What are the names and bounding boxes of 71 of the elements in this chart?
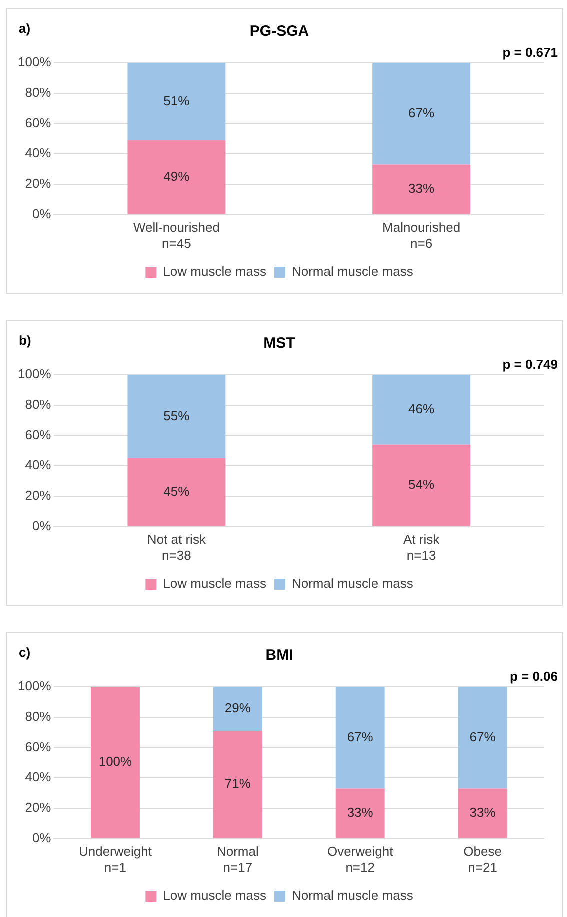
x-tick-label: At risk n=13	[404, 532, 440, 563]
data-label: 67%	[347, 729, 374, 744]
y-tick-label: 60%	[25, 115, 52, 130]
data-label: 54%	[408, 477, 436, 492]
bar	[372, 375, 471, 445]
data-label: 29%	[224, 700, 252, 716]
text: c)	[19, 645, 31, 660]
x-tick-label: Malnourished n=6	[382, 220, 461, 251]
data-label: 33%	[470, 805, 496, 820]
data-label: 71%	[224, 776, 252, 792]
legend-label: Low muscle mass	[163, 576, 267, 592]
bar	[372, 164, 471, 214]
bar	[128, 458, 226, 526]
x-tick-label: Obese n=21	[464, 844, 502, 875]
y-tick-label: 80%	[25, 708, 52, 724]
y-tick-label: 20%	[25, 800, 52, 816]
chart-title: PG-SGA	[250, 23, 310, 40]
text: p = 0.671	[502, 45, 558, 60]
y-tick-label: 60%	[25, 739, 52, 754]
legend-label: Normal muscle mass	[292, 888, 414, 904]
data-label: 67%	[470, 729, 496, 744]
x-tick-label: Not at risk n=38	[147, 532, 206, 563]
bar	[128, 140, 226, 214]
bar	[458, 788, 508, 838]
data-label: 67%	[408, 105, 436, 120]
data-label: 49%	[164, 168, 190, 184]
y-tick-label: 20%	[25, 488, 52, 504]
text: p = 0.749	[502, 357, 558, 372]
bar	[336, 687, 385, 789]
x-tick-label: Overweight n=12	[327, 844, 394, 875]
text: a)	[19, 21, 31, 36]
legend-label: Low muscle mass	[163, 264, 267, 280]
text: b)	[19, 333, 32, 348]
bar	[128, 63, 226, 140]
data-label: 33%	[408, 181, 436, 196]
data-label: 100%	[98, 754, 133, 770]
y-tick-label: 60%	[25, 427, 52, 442]
y-tick-label: 100%	[18, 366, 52, 382]
data-label: 45%	[164, 484, 190, 499]
bar	[128, 375, 226, 458]
bar	[336, 788, 385, 838]
x-tick-label: Underweight n=1	[78, 844, 152, 875]
y-tick-label: 40%	[25, 146, 52, 161]
y-tick-label: 40%	[25, 458, 52, 473]
legend-label: Low muscle mass	[163, 888, 267, 904]
data-label: 55%	[164, 408, 190, 424]
legend-label: Normal muscle mass	[292, 576, 414, 592]
legend-label: Normal muscle mass	[292, 264, 414, 280]
data-label: 46%	[408, 401, 436, 416]
bar	[213, 731, 262, 838]
y-tick-label: 40%	[25, 770, 52, 785]
data-label: 51%	[164, 93, 190, 108]
chart-title: MST	[264, 335, 296, 352]
y-tick-label: 80%	[25, 396, 52, 412]
y-tick-label: 0%	[32, 518, 52, 534]
data-label: 33%	[347, 805, 374, 820]
x-tick-label: Well-nourished n=45	[133, 220, 220, 251]
y-tick-label: 20%	[25, 176, 52, 192]
bar	[372, 444, 471, 526]
bar	[458, 687, 508, 789]
x-tick-label: Normal n=17	[216, 844, 259, 875]
bar	[372, 63, 471, 165]
y-tick-label: 100%	[18, 678, 52, 694]
bar	[90, 687, 140, 838]
y-tick-label: 0%	[32, 830, 52, 846]
y-tick-label: 0%	[32, 206, 52, 222]
y-tick-label: 100%	[18, 54, 52, 70]
text: p = 0.06	[510, 669, 558, 684]
bar	[213, 687, 262, 732]
y-tick-label: 80%	[25, 84, 52, 100]
chart-title: BMI	[266, 647, 294, 664]
